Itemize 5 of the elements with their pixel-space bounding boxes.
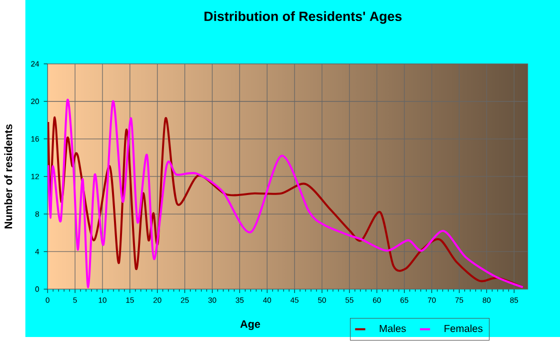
legend-label: Males [380, 324, 406, 332]
legend-label: Females [444, 324, 482, 332]
chart-title: Distribution of Residents' Ages [204, 11, 402, 24]
y-axis-title: Number of residents [4, 124, 12, 229]
x-axis-title: Age [240, 320, 260, 330]
